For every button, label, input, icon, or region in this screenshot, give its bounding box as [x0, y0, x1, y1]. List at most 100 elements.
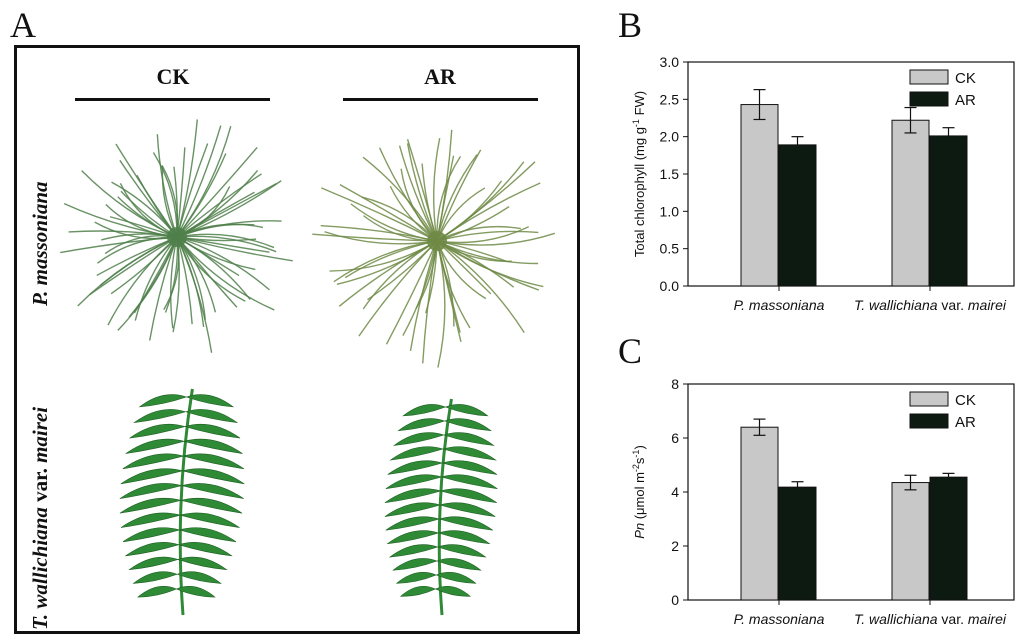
x-category-label: P. massoniana — [734, 297, 825, 313]
yew-leaf — [384, 488, 441, 504]
yew-stem — [178, 388, 194, 616]
yew-ck-frond — [119, 388, 245, 616]
yew-leaf — [184, 438, 243, 454]
yew-leaf — [387, 460, 443, 475]
pine-center — [427, 231, 447, 251]
chart-b-total-chlorophyll: 0.0 0.5 1.0 1.5 2.0 2.5 3.0 Total chlorophyll (… — [631, 54, 1015, 313]
pine-needle — [402, 240, 438, 336]
yew-leaf — [440, 488, 497, 504]
yew-leaf — [181, 483, 244, 499]
yew-ar-frond — [384, 398, 498, 616]
pine-needle — [436, 182, 541, 242]
pine-needle — [436, 149, 482, 242]
yew-leaf — [443, 432, 495, 446]
yew-leaf — [435, 585, 471, 597]
pine-needle — [176, 146, 258, 238]
y-axis-label: Pn (μmol m-2s-1) — [631, 445, 647, 539]
yew-leaf — [436, 558, 482, 571]
yew-leaf — [183, 453, 245, 470]
row-label-p-massoniana: P. massoniana — [28, 181, 52, 307]
yew-leaf — [385, 474, 442, 490]
pine-needle — [117, 236, 178, 331]
yew-leaf — [442, 460, 498, 475]
yew-leaf — [124, 542, 179, 557]
yew-leaf — [177, 556, 228, 571]
yew-leaf — [120, 468, 183, 485]
pine-needle — [176, 119, 198, 238]
y-tick-label: 6 — [671, 430, 679, 446]
yew-ar-photo — [384, 398, 498, 616]
pine-needle — [436, 232, 556, 246]
x-category-label: T. wallichiana var. mairei — [854, 611, 1007, 627]
yew-leaf — [178, 542, 233, 557]
y-tick-label: 0 — [671, 592, 679, 608]
y-tick-label: 1.5 — [660, 166, 680, 182]
pine-needle — [436, 230, 539, 242]
row-label-t-wallichiana: T. wallichiana var. mairei — [28, 406, 52, 630]
yew-leaf — [445, 404, 489, 417]
bar-ar — [778, 144, 817, 287]
yew-leaf — [120, 512, 181, 528]
yew-leaf — [177, 571, 222, 584]
yew-leaf — [443, 446, 497, 461]
y-tick-label: 0.0 — [660, 278, 680, 294]
y-tick-label: 0.5 — [660, 241, 680, 257]
x-category-label: P. massoniana — [734, 611, 825, 627]
column-header-ck: CK — [156, 64, 190, 89]
yew-leaf — [388, 544, 438, 558]
yew-leaf — [180, 497, 243, 514]
pine-needle — [329, 240, 438, 272]
yew-leaf — [399, 585, 436, 597]
yew-leaf — [122, 453, 184, 470]
legend-swatch-ar — [909, 413, 949, 429]
pine-needle — [176, 233, 275, 249]
chart-c-photosynthesis: 0 2 4 6 8 Pn (μmol m-2s-1) P. massoniana T. wal… — [631, 376, 1015, 627]
pine-needle — [156, 134, 178, 238]
yew-leaf — [392, 558, 438, 571]
yew-leaf — [395, 572, 437, 584]
yew-leaf — [397, 418, 445, 432]
y-axis-label: Total chlorophyll (mg g-1 FW) — [631, 91, 647, 257]
x-category-label: T. wallichiana var. mairei — [854, 297, 1007, 313]
legend-label-ar: AR — [955, 92, 976, 109]
pine-needle — [398, 145, 438, 242]
pine-needle — [324, 231, 438, 245]
yew-leaf — [129, 423, 185, 439]
pine-needle — [436, 240, 525, 334]
photo-panel — [14, 45, 580, 634]
yew-leaf — [186, 394, 235, 408]
legend-label-ar: AR — [955, 414, 976, 431]
yew-leaf — [392, 432, 444, 446]
pine-ck-photo — [60, 119, 293, 353]
pine-needle — [433, 137, 441, 242]
bar-ar — [929, 476, 968, 601]
bar-ar — [929, 135, 968, 287]
yew-leaf — [444, 418, 492, 432]
legend-swatch-ar — [909, 91, 949, 107]
yew-leaf — [137, 586, 177, 598]
yew-leaf — [437, 544, 487, 558]
legend-swatch-ck — [909, 391, 949, 407]
pine-needle — [176, 173, 262, 238]
yew-leaf — [386, 530, 439, 545]
pine-needle — [362, 156, 438, 242]
pine-ck-needles — [60, 119, 293, 353]
yew-leaf — [119, 497, 182, 514]
column-header-ar: AR — [424, 64, 456, 89]
pine-needle — [176, 125, 222, 238]
yew-leaf — [389, 446, 444, 461]
legend-label-ck: CK — [955, 70, 976, 87]
bar-ck — [891, 482, 930, 601]
column-rule-ar — [343, 98, 538, 101]
pine-needle — [176, 235, 277, 253]
yew-leaf — [125, 438, 185, 454]
yew-leaf — [133, 409, 186, 423]
pine-needle — [89, 236, 178, 296]
pine-needle — [176, 236, 213, 353]
yew-leaf — [384, 502, 441, 517]
yew-leaf — [184, 423, 241, 439]
bar-ar — [778, 486, 817, 601]
pine-needle — [385, 240, 438, 345]
pine-needle — [406, 143, 438, 242]
panel-letter-b: B — [618, 5, 643, 45]
